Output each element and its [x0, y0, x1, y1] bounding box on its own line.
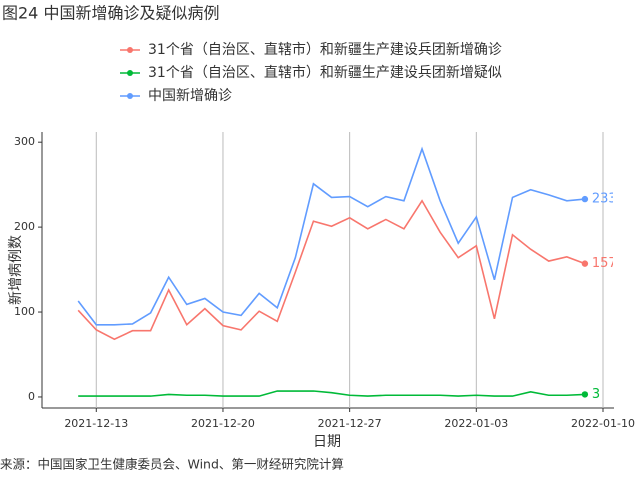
end-point — [581, 195, 589, 203]
source-note: 来源：中国国家卫生健康委员会、Wind、第一财经研究院计算 — [0, 457, 344, 472]
plot-area: 157 3 233 — [77, 146, 617, 402]
x-tick-label: 2022-01-03 — [444, 417, 508, 430]
chart-title: 图24 中国新增确诊及疑似病例 — [2, 4, 219, 23]
y-axis-label: 新增病例数 — [8, 235, 24, 305]
legend-label: 31个省（自治区、直辖市）和新疆生产建设兵团新增确诊 — [148, 41, 502, 58]
legend-label: 中国新增确诊 — [148, 88, 232, 104]
end-point — [581, 260, 589, 267]
x-axis-label: 日期 — [313, 434, 341, 450]
y-tick-label: 100 — [14, 305, 35, 318]
end-point — [581, 391, 589, 398]
series-line — [78, 390, 585, 397]
y-tick-label: 200 — [14, 220, 35, 233]
x-tick-label: 2021-12-27 — [318, 417, 382, 430]
end-label: 233 — [592, 192, 617, 207]
y-tick-label: 0 — [28, 390, 35, 403]
legend-marker — [127, 93, 133, 99]
x-tick-label: 2022-01-10 — [571, 417, 635, 430]
end-label: 3 — [592, 387, 600, 402]
legend-marker — [127, 70, 133, 76]
x-tick-label: 2021-12-20 — [191, 417, 255, 430]
end-label: 157 — [592, 256, 617, 271]
legend-marker — [127, 47, 133, 53]
y-tick-label: 300 — [14, 135, 35, 148]
legend-label: 31个省（自治区、直辖市）和新疆生产建设兵团新增疑似 — [148, 64, 502, 81]
x-tick-label: 2021-12-13 — [64, 417, 128, 430]
series-line — [77, 146, 585, 326]
series-line — [77, 199, 586, 341]
